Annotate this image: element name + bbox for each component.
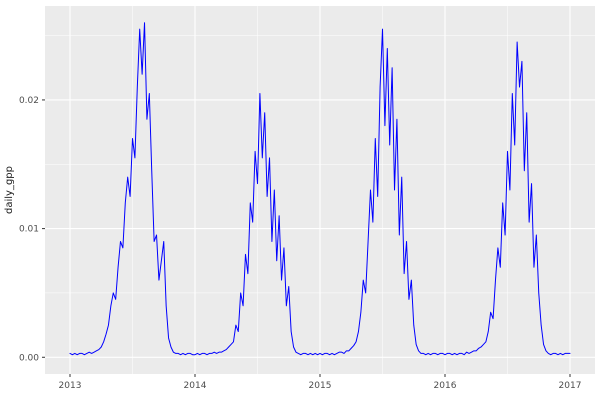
y-tick-label: 0.00 xyxy=(19,353,39,363)
x-tick-label: 2017 xyxy=(559,381,582,391)
x-tick-label: 2016 xyxy=(434,381,457,391)
y-tick-label: 0.02 xyxy=(19,96,39,106)
y-axis-title: daily_gpp xyxy=(4,166,15,214)
plot-generated-layer: 2013 2014 2015 2016 2017 0.00 0.01 0.02 xyxy=(19,6,595,391)
x-tick-label: 2013 xyxy=(59,381,82,391)
y-tick-label: 0.01 xyxy=(19,225,39,235)
x-tick-label: 2015 xyxy=(309,381,332,391)
x-tick-label: 2014 xyxy=(184,381,207,391)
daily-gpp-line xyxy=(69,22,571,356)
